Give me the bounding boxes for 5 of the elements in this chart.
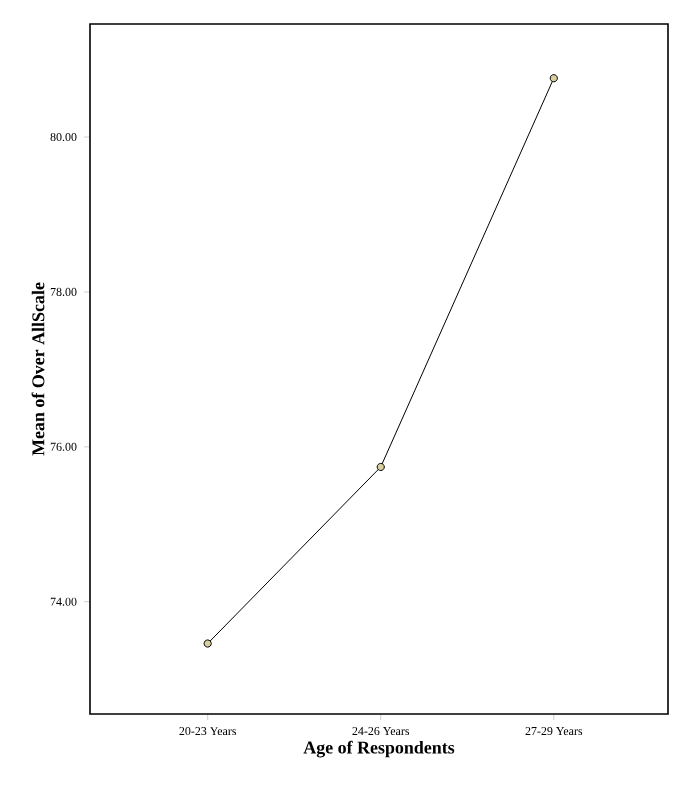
point [203, 639, 212, 648]
y-axis-title: Mean of Over AllScale [31, 282, 45, 456]
point [549, 74, 558, 83]
point [376, 462, 385, 472]
x-axis-title: Age of Respondents [303, 740, 455, 758]
